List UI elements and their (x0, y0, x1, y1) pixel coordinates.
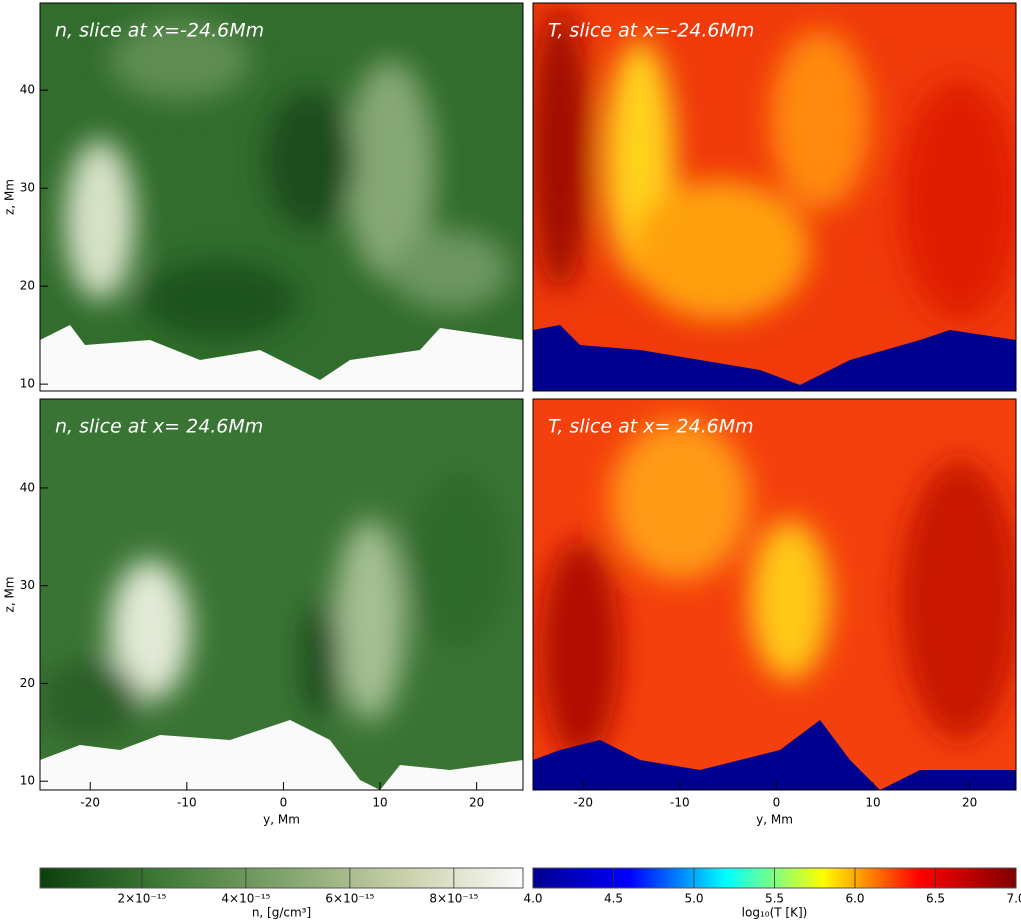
x-tick-label: -10 (177, 796, 197, 810)
frame (532, 2, 1017, 392)
x-tick-label: 20 (962, 796, 977, 810)
colorbar-tick-label: 5.0 (684, 892, 703, 906)
colorbar-tick-label: 6.0 (845, 892, 864, 906)
x-tick-label: -20 (80, 796, 100, 810)
colorbar (39, 867, 524, 889)
colorbar-tick-label: 7.0 (1006, 892, 1021, 906)
x-tick-label: 10 (865, 796, 880, 810)
y-tick-label: 10 (20, 377, 35, 391)
frame (532, 398, 1017, 791)
colorbar-label: log₁₀(T [K]) (742, 906, 808, 920)
density-image (40, 399, 523, 790)
colorbar-tick-label: 6.5 (926, 892, 945, 906)
y-tick-label: 30 (20, 181, 35, 195)
temperature-image (533, 3, 1016, 391)
y-tick-label: 20 (20, 279, 35, 293)
y-tick-label: 40 (20, 83, 35, 97)
colorbar-label: n, [g/cm³] (252, 906, 311, 920)
x-tick-label: -20 (573, 796, 593, 810)
temperature-image (533, 399, 1016, 790)
colorbar-tick-label: 4×10⁻¹⁵ (221, 892, 270, 906)
frame (39, 2, 524, 392)
x-tick-label: 0 (280, 796, 288, 810)
x-axis-label: y, Mm (263, 813, 300, 827)
x-tick-label: -10 (670, 796, 690, 810)
density-image (40, 3, 523, 391)
colorbar-tick-label: 4.5 (604, 892, 623, 906)
x-tick-label: 10 (372, 796, 387, 810)
frame (39, 398, 524, 791)
y-tick-label: 10 (20, 774, 35, 788)
x-tick-label: 20 (469, 796, 484, 810)
panel-title: n, slice at x= 24.6Mm (55, 416, 263, 438)
y-tick-label: 40 (20, 480, 35, 494)
panel-title: T, slice at x=-24.6Mm (548, 20, 754, 42)
panel-title: n, slice at x=-24.6Mm (55, 20, 264, 42)
y-axis-label: z, Mm (3, 577, 17, 613)
y-tick-label: 20 (20, 676, 35, 690)
colorbar-tick-label: 4.0 (523, 892, 542, 906)
colorbar-tick-label: 2×10⁻¹⁵ (117, 892, 166, 906)
x-tick-label: 0 (773, 796, 781, 810)
y-axis-label: z, Mm (3, 179, 17, 215)
colorbar-tick-label: 6×10⁻¹⁵ (325, 892, 374, 906)
y-tick-label: 30 (20, 578, 35, 592)
x-axis-label: y, Mm (756, 813, 793, 827)
panel-title: T, slice at x= 24.6Mm (548, 416, 754, 438)
colorbar-tick-label: 8×10⁻¹⁵ (429, 892, 478, 906)
colorbar-tick-label: 5.5 (765, 892, 784, 906)
